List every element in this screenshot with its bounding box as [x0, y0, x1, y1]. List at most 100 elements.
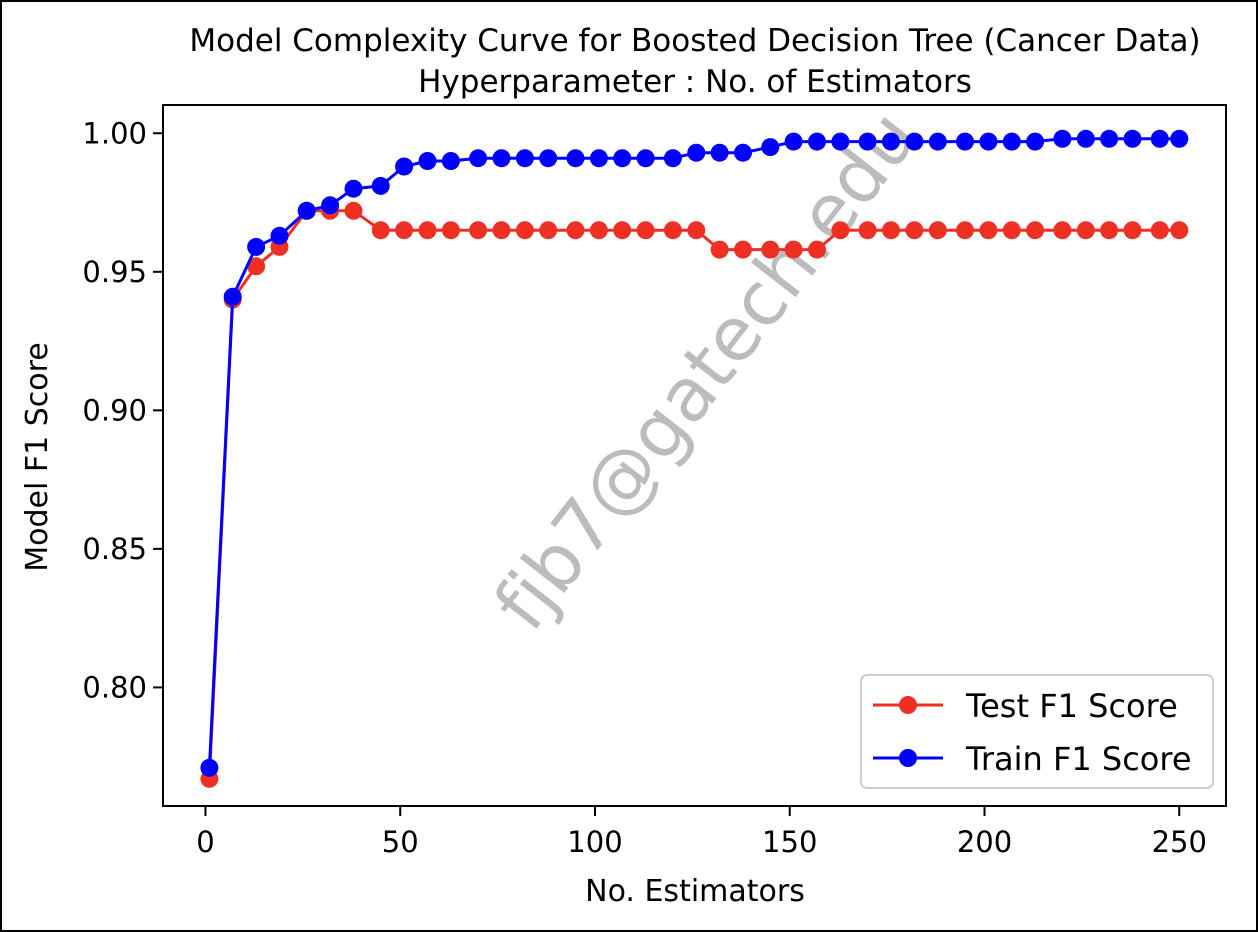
legend: Test F1 Score Train F1 Score [860, 674, 1214, 789]
data-point-train-f1-score [928, 132, 947, 151]
data-point-train-f1-score [1053, 129, 1072, 148]
y-axis-ticks: 0.80 0.85 0.90 0.95 1.00 [82, 116, 163, 704]
data-point-train-f1-score [784, 132, 803, 151]
data-point-test-f1-score [1002, 221, 1021, 240]
x-tick-label: 0 [196, 825, 214, 859]
y-tick-label: 0.80 [82, 670, 147, 704]
data-point-test-f1-score [831, 221, 850, 240]
data-point-train-f1-score [956, 132, 974, 151]
data-point-train-f1-score [589, 149, 608, 168]
data-point-test-f1-score [808, 240, 826, 259]
data-point-test-f1-score [928, 221, 947, 240]
chart-subtitle: Hyperparameter : No. of Estimators [418, 64, 972, 100]
data-point-train-f1-score [223, 287, 242, 306]
series-layer [200, 129, 1189, 788]
data-point-train-f1-score [710, 143, 729, 162]
watermark-text: fjb7@gatech.edu [478, 95, 935, 646]
data-point-train-f1-score [979, 132, 998, 151]
data-point-train-f1-score [636, 149, 655, 168]
y-tick-label: 1.00 [82, 116, 147, 150]
legend-train-label: Train F1 Score [965, 740, 1192, 778]
data-point-train-f1-score [371, 176, 390, 195]
data-point-test-f1-score [395, 221, 414, 240]
x-tick-label: 150 [762, 825, 817, 859]
data-point-test-f1-score [687, 221, 706, 240]
data-point-test-f1-score [469, 221, 488, 240]
data-point-test-f1-score [1123, 221, 1142, 240]
data-point-train-f1-score [1123, 129, 1142, 148]
data-point-train-f1-score [687, 143, 706, 162]
data-point-train-f1-score [1100, 129, 1119, 148]
data-point-train-f1-score [469, 149, 488, 168]
data-point-test-f1-score [710, 240, 729, 259]
data-point-test-f1-score [979, 221, 998, 240]
x-tick-label: 250 [1152, 825, 1207, 859]
data-point-test-f1-score [956, 221, 974, 240]
data-point-test-f1-score [441, 221, 460, 240]
y-tick-label: 0.90 [82, 393, 147, 427]
data-point-train-f1-score [492, 149, 511, 168]
data-point-test-f1-score [344, 201, 363, 220]
data-point-test-f1-score [418, 221, 437, 240]
data-point-train-f1-score [1026, 132, 1045, 151]
data-point-test-f1-score [566, 221, 585, 240]
data-point-test-f1-score [882, 221, 900, 240]
chart-titles: Model Complexity Curve for Boosted Decis… [189, 23, 1200, 100]
data-point-test-f1-score [492, 221, 511, 240]
data-point-test-f1-score [1026, 221, 1045, 240]
series-train-f1-score [200, 129, 1189, 777]
data-point-train-f1-score [831, 132, 850, 151]
data-point-test-f1-score [247, 257, 266, 276]
y-tick-label: 0.85 [82, 532, 147, 566]
data-point-train-f1-score [1076, 129, 1095, 148]
data-point-train-f1-score [613, 149, 632, 168]
data-point-train-f1-score [515, 149, 534, 168]
data-point-train-f1-score [808, 132, 826, 151]
data-point-train-f1-score [734, 143, 752, 162]
data-point-test-f1-score [1076, 221, 1095, 240]
data-point-train-f1-score [1170, 129, 1189, 148]
x-tick-label: 100 [567, 825, 622, 859]
legend-box [860, 674, 1214, 789]
data-point-train-f1-score [566, 149, 585, 168]
chart-title: Model Complexity Curve for Boosted Decis… [189, 23, 1200, 59]
data-point-test-f1-score [515, 221, 534, 240]
data-point-test-f1-score [1100, 221, 1119, 240]
data-point-train-f1-score [905, 132, 924, 151]
data-point-train-f1-score [858, 132, 877, 151]
data-point-train-f1-score [418, 152, 437, 170]
data-point-test-f1-score [784, 240, 803, 259]
data-point-train-f1-score [247, 237, 266, 256]
data-point-test-f1-score [761, 240, 780, 259]
legend-test-label: Test F1 Score [965, 687, 1178, 725]
data-point-train-f1-score [270, 226, 289, 245]
data-point-test-f1-score [1053, 221, 1072, 240]
data-point-train-f1-score [1150, 129, 1169, 148]
data-point-train-f1-score [1002, 132, 1021, 151]
axes-box [162, 104, 1227, 807]
x-tick-label: 200 [957, 825, 1012, 859]
y-axis-label: Model F1 Score [20, 342, 55, 572]
data-point-test-f1-score [858, 221, 877, 240]
data-point-test-f1-score [663, 221, 682, 240]
data-point-test-f1-score [613, 221, 632, 240]
x-axis-label: No. Estimators [585, 874, 805, 909]
y-tick-label: 0.95 [82, 255, 147, 289]
data-point-test-f1-score [1170, 221, 1189, 240]
plot-area: 0 50 100 150 200 250 0.80 0.85 0.90 0.95 1.00 [82, 104, 1227, 859]
data-point-test-f1-score [1150, 221, 1169, 240]
data-point-train-f1-score [441, 152, 460, 170]
data-point-test-f1-score [734, 240, 752, 259]
data-point-test-f1-score [589, 221, 608, 240]
x-tick-label: 50 [382, 825, 419, 859]
data-point-train-f1-score [539, 149, 558, 168]
data-point-test-f1-score [636, 221, 655, 240]
data-point-test-f1-score [371, 221, 390, 240]
data-point-train-f1-score [663, 149, 682, 168]
data-point-train-f1-score [395, 157, 414, 176]
legend-test-marker [899, 696, 917, 714]
data-point-train-f1-score [761, 138, 780, 157]
legend-train-marker [899, 749, 917, 767]
